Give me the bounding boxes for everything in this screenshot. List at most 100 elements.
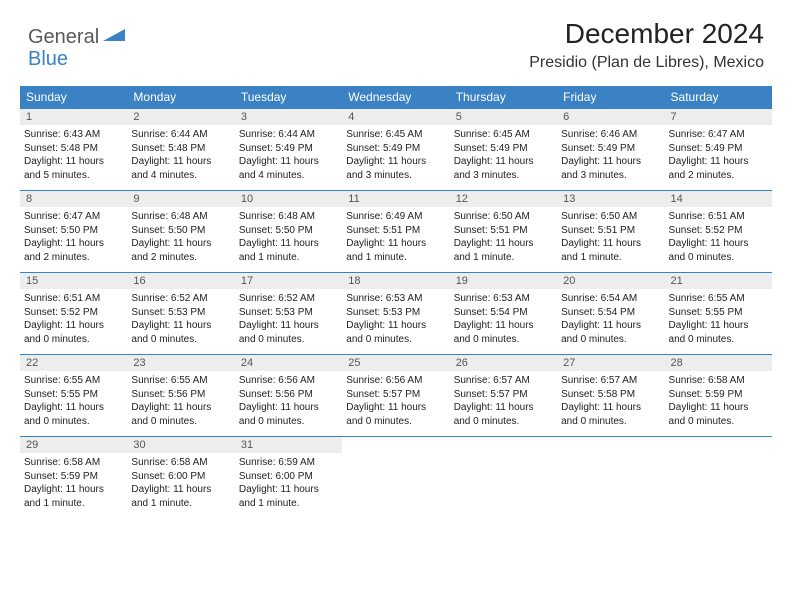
day-details: Sunrise: 6:57 AMSunset: 5:57 PMDaylight:… (450, 371, 557, 436)
calendar-cell: 13Sunrise: 6:50 AMSunset: 5:51 PMDayligh… (557, 191, 664, 273)
day-details: Sunrise: 6:45 AMSunset: 5:49 PMDaylight:… (342, 125, 449, 190)
sunrise-line: Sunrise: 6:57 AM (561, 374, 660, 388)
sunset-line: Sunset: 5:49 PM (454, 142, 553, 156)
day-number: 30 (127, 437, 234, 453)
calendar-cell: 21Sunrise: 6:55 AMSunset: 5:55 PMDayligh… (665, 273, 772, 355)
sunset-line: Sunset: 5:53 PM (239, 306, 338, 320)
day-number: 7 (665, 109, 772, 125)
sunset-line: Sunset: 5:49 PM (669, 142, 768, 156)
sunset-line: Sunset: 5:59 PM (669, 388, 768, 402)
calendar-cell: 27Sunrise: 6:57 AMSunset: 5:58 PMDayligh… (557, 355, 664, 437)
daylight-line: and 4 minutes. (239, 169, 338, 183)
daylight-line: Daylight: 11 hours (669, 319, 768, 333)
sunrise-line: Sunrise: 6:44 AM (131, 128, 230, 142)
page-title: December 2024 (529, 18, 764, 50)
daylight-line: Daylight: 11 hours (131, 155, 230, 169)
day-number: 3 (235, 109, 342, 125)
day-details: Sunrise: 6:56 AMSunset: 5:56 PMDaylight:… (235, 371, 342, 436)
day-details: Sunrise: 6:45 AMSunset: 5:49 PMDaylight:… (450, 125, 557, 190)
sunset-line: Sunset: 5:54 PM (454, 306, 553, 320)
daylight-line: and 3 minutes. (346, 169, 445, 183)
daylight-line: and 1 minute. (131, 497, 230, 511)
sunrise-line: Sunrise: 6:48 AM (131, 210, 230, 224)
day-number: 22 (20, 355, 127, 371)
daylight-line: Daylight: 11 hours (561, 155, 660, 169)
sunset-line: Sunset: 5:56 PM (239, 388, 338, 402)
daylight-line: Daylight: 11 hours (454, 237, 553, 251)
sunset-line: Sunset: 5:57 PM (454, 388, 553, 402)
daylight-line: and 5 minutes. (24, 169, 123, 183)
day-number: 15 (20, 273, 127, 289)
calendar-row: 1Sunrise: 6:43 AMSunset: 5:48 PMDaylight… (20, 109, 772, 191)
daylight-line: Daylight: 11 hours (24, 237, 123, 251)
sunset-line: Sunset: 5:48 PM (24, 142, 123, 156)
calendar-cell: . (342, 437, 449, 519)
day-details: Sunrise: 6:50 AMSunset: 5:51 PMDaylight:… (450, 207, 557, 272)
daylight-line: Daylight: 11 hours (239, 483, 338, 497)
daylight-line: and 0 minutes. (561, 333, 660, 347)
daylight-line: Daylight: 11 hours (239, 155, 338, 169)
sunrise-line: Sunrise: 6:58 AM (24, 456, 123, 470)
day-number: 24 (235, 355, 342, 371)
day-header: Wednesday (342, 86, 449, 109)
day-number: 27 (557, 355, 664, 371)
day-number: 4 (342, 109, 449, 125)
day-number: 5 (450, 109, 557, 125)
daylight-line: and 1 minute. (346, 251, 445, 265)
calendar-cell: 26Sunrise: 6:57 AMSunset: 5:57 PMDayligh… (450, 355, 557, 437)
calendar-cell: 19Sunrise: 6:53 AMSunset: 5:54 PMDayligh… (450, 273, 557, 355)
sunset-line: Sunset: 6:00 PM (131, 470, 230, 484)
daylight-line: Daylight: 11 hours (24, 401, 123, 415)
sunrise-line: Sunrise: 6:47 AM (24, 210, 123, 224)
sunrise-line: Sunrise: 6:50 AM (561, 210, 660, 224)
day-number: 10 (235, 191, 342, 207)
calendar-cell: 3Sunrise: 6:44 AMSunset: 5:49 PMDaylight… (235, 109, 342, 191)
daylight-line: and 2 minutes. (669, 169, 768, 183)
day-details: Sunrise: 6:55 AMSunset: 5:55 PMDaylight:… (665, 289, 772, 354)
daylight-line: Daylight: 11 hours (131, 237, 230, 251)
daylight-line: Daylight: 11 hours (454, 319, 553, 333)
sunrise-line: Sunrise: 6:48 AM (239, 210, 338, 224)
daylight-line: Daylight: 11 hours (346, 401, 445, 415)
day-details: Sunrise: 6:44 AMSunset: 5:49 PMDaylight:… (235, 125, 342, 190)
daylight-line: and 0 minutes. (669, 415, 768, 429)
day-header: Saturday (665, 86, 772, 109)
sunrise-line: Sunrise: 6:47 AM (669, 128, 768, 142)
sunrise-line: Sunrise: 6:43 AM (24, 128, 123, 142)
calendar-body: 1Sunrise: 6:43 AMSunset: 5:48 PMDaylight… (20, 109, 772, 519)
calendar-cell: 28Sunrise: 6:58 AMSunset: 5:59 PMDayligh… (665, 355, 772, 437)
sunset-line: Sunset: 5:50 PM (131, 224, 230, 238)
sunrise-line: Sunrise: 6:53 AM (454, 292, 553, 306)
day-number: 6 (557, 109, 664, 125)
daylight-line: Daylight: 11 hours (669, 155, 768, 169)
daylight-line: and 2 minutes. (131, 251, 230, 265)
daylight-line: and 0 minutes. (131, 333, 230, 347)
sunset-line: Sunset: 5:58 PM (561, 388, 660, 402)
day-number: 29 (20, 437, 127, 453)
calendar-cell: . (665, 437, 772, 519)
day-number: 31 (235, 437, 342, 453)
daylight-line: Daylight: 11 hours (561, 237, 660, 251)
daylight-line: and 0 minutes. (24, 415, 123, 429)
sunset-line: Sunset: 5:57 PM (346, 388, 445, 402)
header: General December 2024 Presidio (Plan de … (0, 0, 792, 78)
daylight-line: Daylight: 11 hours (131, 319, 230, 333)
title-block: December 2024 Presidio (Plan de Libres),… (529, 18, 764, 72)
sunrise-line: Sunrise: 6:52 AM (131, 292, 230, 306)
day-details: Sunrise: 6:54 AMSunset: 5:54 PMDaylight:… (557, 289, 664, 354)
daylight-line: Daylight: 11 hours (239, 319, 338, 333)
daylight-line: Daylight: 11 hours (346, 237, 445, 251)
calendar-head: SundayMondayTuesdayWednesdayThursdayFrid… (20, 86, 772, 109)
brand-part1: General (28, 26, 99, 49)
daylight-line: Daylight: 11 hours (24, 155, 123, 169)
calendar-cell: 20Sunrise: 6:54 AMSunset: 5:54 PMDayligh… (557, 273, 664, 355)
day-details: Sunrise: 6:56 AMSunset: 5:57 PMDaylight:… (342, 371, 449, 436)
sunset-line: Sunset: 5:52 PM (24, 306, 123, 320)
sunset-line: Sunset: 5:49 PM (346, 142, 445, 156)
calendar-cell: 29Sunrise: 6:58 AMSunset: 5:59 PMDayligh… (20, 437, 127, 519)
brand-part2-wrap: Blue (28, 48, 68, 71)
sunrise-line: Sunrise: 6:44 AM (239, 128, 338, 142)
calendar-cell: 18Sunrise: 6:53 AMSunset: 5:53 PMDayligh… (342, 273, 449, 355)
day-details: Sunrise: 6:47 AMSunset: 5:50 PMDaylight:… (20, 207, 127, 272)
calendar-cell: 8Sunrise: 6:47 AMSunset: 5:50 PMDaylight… (20, 191, 127, 273)
